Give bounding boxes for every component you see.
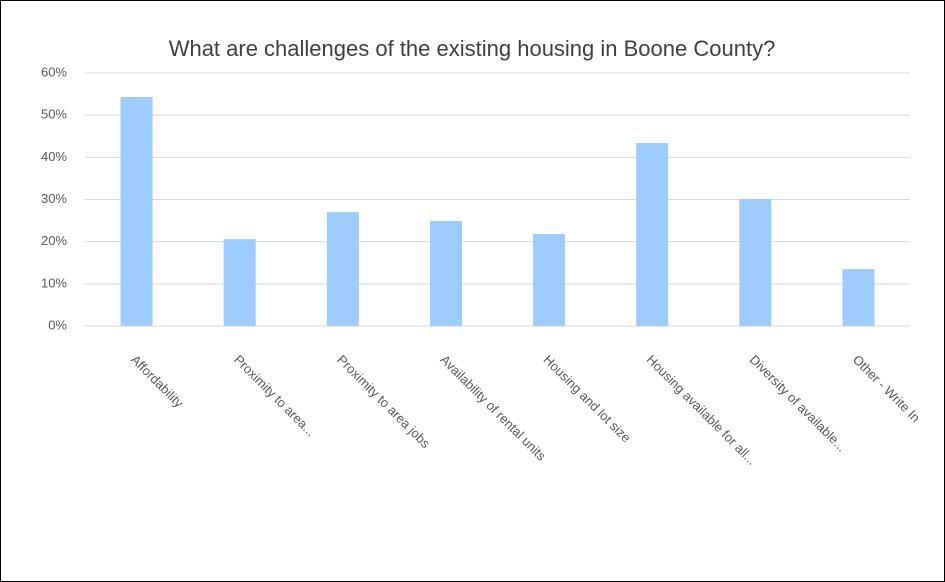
y-tick-label: 0%: [48, 317, 67, 332]
bar: [533, 234, 566, 326]
bar: [120, 97, 153, 326]
y-tick-label: 50%: [41, 107, 67, 122]
bar: [842, 269, 875, 326]
bar: [223, 239, 256, 326]
y-tick-label: 10%: [41, 275, 67, 290]
bar: [326, 212, 359, 326]
chart-title: What are challenges of the existing hous…: [169, 36, 776, 61]
y-tick-label: 30%: [41, 191, 67, 206]
y-tick-label: 20%: [41, 233, 67, 248]
bar: [739, 199, 772, 326]
bar: [429, 221, 462, 326]
bar: [636, 142, 669, 326]
y-tick-label: 40%: [41, 149, 67, 164]
y-tick-label: 60%: [41, 64, 67, 79]
